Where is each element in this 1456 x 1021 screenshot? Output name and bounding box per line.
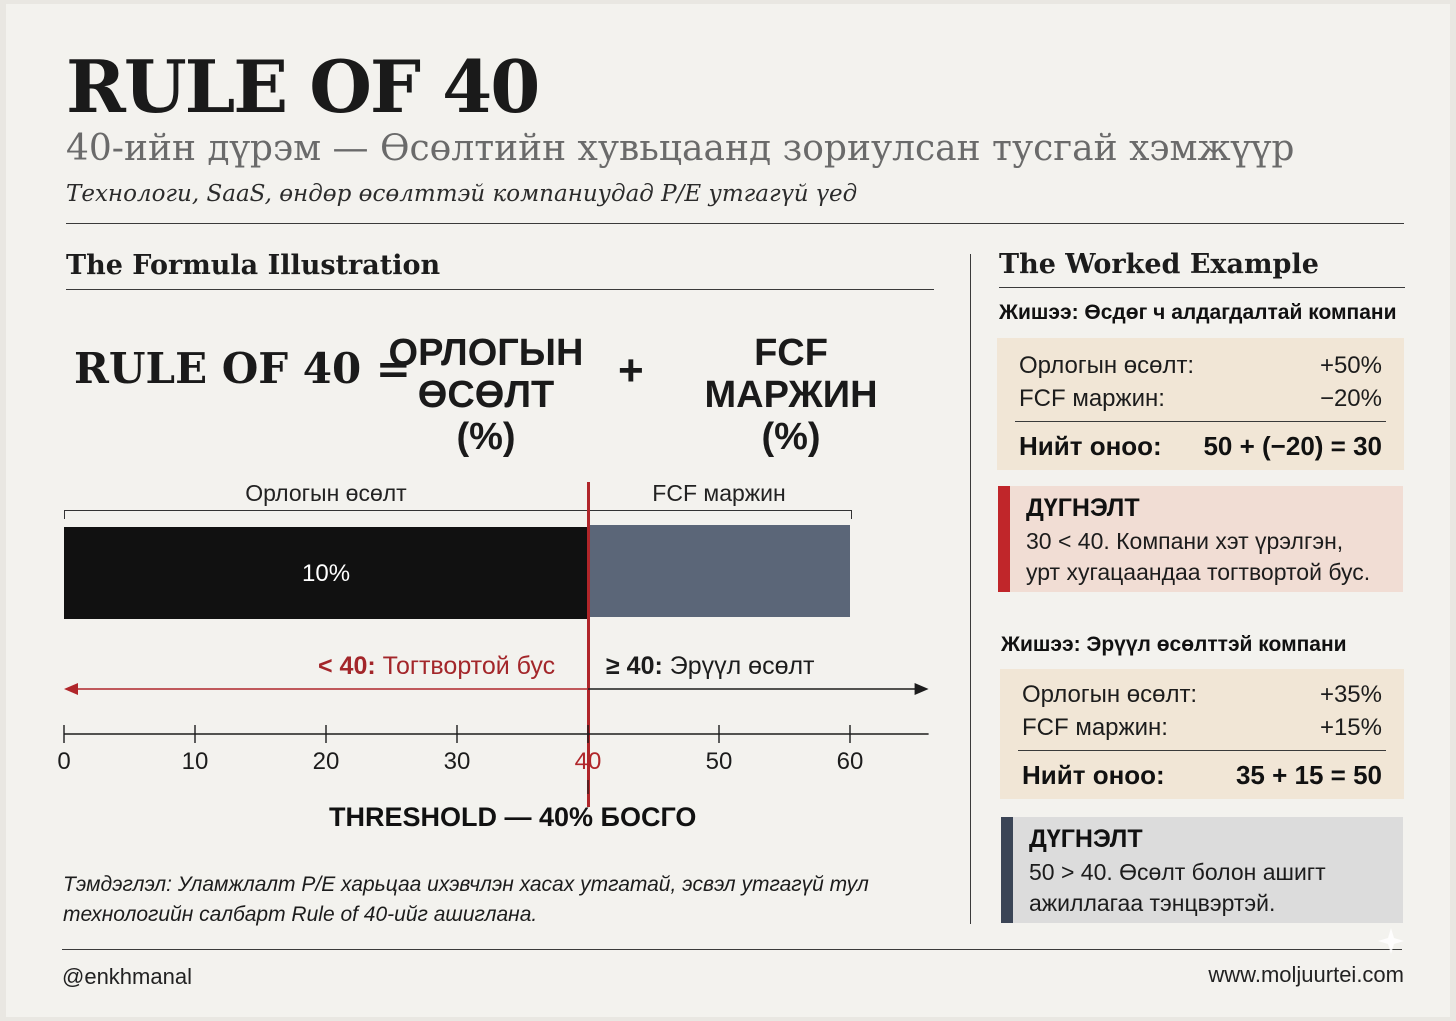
example1-fcf-row: FCF маржин: −20% — [1019, 385, 1382, 413]
bar-segment-revenue-growth — [64, 527, 588, 619]
example2-conclusion-text: 50 > 40. Өсөлт болон ашигт ажиллагаа тэн… — [1029, 857, 1409, 919]
tick-label-50: 50 — [705, 748, 733, 775]
arrow-right-icon — [914, 683, 929, 695]
formula-term-fcf-margin: FCF МАРЖИН (%) — [671, 332, 911, 458]
bar-diagram: Орлогын өсөлт FCF маржин 10% < 40: Тогтв… — [6, 4, 1450, 1017]
footer-handle: @enkhmanal — [62, 964, 192, 989]
arrow-left-icon — [64, 683, 78, 695]
formula-heading: The Formula Illustration — [66, 250, 441, 281]
threshold-line — [587, 482, 590, 807]
tick-label-60: 60 — [836, 748, 864, 775]
bar-segment-fcf-margin — [588, 525, 850, 617]
example1-score-box: Орлогын өсөлт: +50% FCF маржин: −20% Ний… — [997, 338, 1404, 470]
page-tagline: Технологи, SaaS, өндөр өсөлттэй компаниу… — [66, 181, 858, 207]
footer-divider — [62, 949, 1402, 950]
example1-conclusion-line2: урт хугацаандаа тогтвортой бус. — [1026, 559, 1371, 585]
segment-label-fcf-margin: FCF маржин — [652, 480, 786, 506]
tick-label-20: 20 — [312, 748, 340, 775]
example1-separator — [1015, 421, 1386, 422]
example1-revenue-value: +50% — [1319, 352, 1382, 379]
formula-term-fcf-line2: МАРЖИН (%) — [704, 374, 878, 458]
footnote-line1: Тэмдэглэл: Уламжлалт P/E харьцаа ихэвчлэ… — [63, 873, 869, 896]
tick-label-40: 40 — [574, 748, 602, 775]
segment-label-revenue-growth: Орлогын өсөлт — [245, 480, 407, 506]
axis-graphic — [63, 683, 929, 794]
header-divider — [66, 223, 1404, 224]
example1-total-row: Нийт оноо: 50 + (−20) = 30 — [1019, 431, 1382, 462]
zone-right-text: Эрүүл өсөлт — [662, 652, 815, 680]
bar-segment-revenue-value: 10% — [302, 560, 351, 587]
example1-conclusion-line1: 30 < 40. Компани хэт үрэлгэн, — [1026, 528, 1344, 554]
formula-plus: + — [618, 346, 644, 395]
example2-total-value: 35 + 15 = 50 — [1235, 760, 1382, 790]
example1-revenue-row: Орлогын өсөлт: +50% — [1019, 352, 1382, 380]
example1-total-label: Нийт оноо: — [1019, 431, 1162, 461]
formula-term-revenue-line2: ӨСӨЛТ (%) — [417, 374, 555, 458]
zone-left-bold: < 40: — [318, 652, 376, 680]
example2-fcf-label: FCF маржин: — [1022, 714, 1168, 741]
example2-conclusion-line2: ажиллагаа тэнцвэртэй. — [1029, 890, 1276, 916]
formula-heading-rule — [66, 289, 934, 290]
example2-total-row: Нийт оноо: 35 + 15 = 50 — [1022, 760, 1382, 791]
example2-revenue-value: +35% — [1319, 681, 1382, 708]
formula-term-revenue-growth: ОРЛОГЫН ӨСӨЛТ (%) — [386, 332, 586, 458]
formula-term-revenue-line1: ОРЛОГЫН — [388, 332, 584, 374]
example2-conclusion-heading: ДҮГНЭЛТ — [1029, 825, 1143, 853]
footer-website: www.moljuurtei.com — [1208, 962, 1404, 987]
example1-conclusion-text: 30 < 40. Компани хэт үрэлгэн, урт хугаца… — [1026, 526, 1406, 588]
zone-label-unsustainable: < 40: Тогтвортой бус — [318, 652, 555, 681]
footnote: Тэмдэглэл: Уламжлалт P/E харьцаа ихэвчлэ… — [63, 870, 869, 930]
infographic-page: RULE OF 40 40-ийн дүрэм — Өсөлтийн хувьц… — [6, 4, 1450, 1017]
example2-conclusion-line1: 50 > 40. Өсөлт болон ашигт — [1029, 859, 1326, 885]
example2-total-label: Нийт оноо: — [1022, 760, 1165, 790]
tick-label-10: 10 — [181, 748, 209, 775]
zone-right-bold: ≥ 40: — [606, 652, 663, 680]
tick-label-0: 0 — [57, 748, 71, 775]
example1-conclusion-heading: ДҮГНЭЛТ — [1026, 494, 1140, 522]
zone-label-healthy: ≥ 40: Эрүүл өсөлт — [606, 652, 815, 681]
page-title: RULE OF 40 — [66, 44, 540, 129]
example1-fcf-label: FCF маржин: — [1019, 385, 1165, 412]
example2-revenue-row: Орлогын өсөлт: +35% — [1022, 681, 1382, 709]
example2-conclusion-accent — [1001, 817, 1013, 923]
page-subtitle: 40-ийн дүрэм — Өсөлтийн хувьцаанд зориул… — [66, 128, 1295, 169]
example1-conclusion: ДҮГНЭЛТ 30 < 40. Компани хэт үрэлгэн, ур… — [998, 486, 1403, 592]
zone-left-text: Тогтвортой бус — [375, 652, 556, 680]
example2-fcf-value: +15% — [1319, 714, 1382, 741]
example2-title: Жишээ: Эрүүл өсөлттэй компани — [1001, 633, 1347, 656]
sparkle-icon — [1378, 928, 1404, 954]
formula-lhs: RULE OF 40 = — [74, 344, 411, 393]
example2-score-box: Орлогын өсөлт: +35% FCF маржин: +15% Ний… — [1000, 669, 1404, 799]
threshold-caption: THRESHOLD — 40% БОСГО — [329, 802, 697, 832]
worked-example-heading: The Worked Example — [999, 249, 1319, 280]
example2-conclusion: ДҮГНЭЛТ 50 > 40. Өсөлт болон ашигт ажилл… — [1001, 817, 1403, 923]
example1-total-value: 50 + (−20) = 30 — [1203, 431, 1382, 461]
tick-label-30: 30 — [443, 748, 471, 775]
example2-fcf-row: FCF маржин: +15% — [1022, 714, 1382, 742]
example2-separator — [1018, 750, 1386, 751]
footnote-line2: технологийн салбарт Rule of 40-ийг ашигл… — [63, 903, 538, 926]
worked-example-rule — [999, 287, 1405, 288]
example2-revenue-label: Орлогын өсөлт: — [1022, 681, 1198, 708]
example1-title: Жишээ: Өсдөг ч алдагдалтай компани — [999, 301, 1397, 324]
example1-fcf-value: −20% — [1319, 385, 1382, 412]
formula-term-fcf-line1: FCF — [754, 332, 828, 374]
example1-conclusion-accent — [998, 486, 1010, 592]
example1-revenue-label: Орлогын өсөлт: — [1019, 352, 1195, 379]
column-divider — [970, 254, 971, 924]
